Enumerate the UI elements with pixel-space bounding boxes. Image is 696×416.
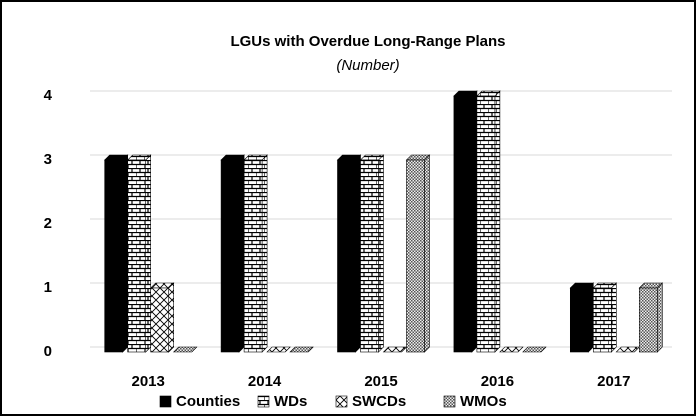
bar	[127, 159, 146, 353]
bar	[592, 287, 612, 353]
legend-swatch	[159, 395, 172, 408]
bar-side	[656, 282, 663, 353]
bar	[104, 159, 123, 353]
bar-top	[499, 346, 524, 353]
bar	[150, 287, 169, 353]
bar-side	[238, 154, 245, 353]
bar	[453, 95, 473, 353]
bar	[569, 287, 589, 353]
legend-label: WDs	[274, 393, 307, 410]
legend-label: SWCDs	[352, 393, 406, 410]
x-tick-label: 2013	[132, 373, 165, 390]
bar-top	[382, 346, 408, 353]
legend-swatch	[335, 395, 348, 408]
bar-side	[587, 282, 594, 353]
bar	[406, 159, 425, 353]
bar	[337, 159, 356, 353]
bar-top	[522, 346, 547, 353]
bar	[638, 287, 658, 353]
y-tick-label: 0	[44, 343, 52, 360]
x-tick-label: 2016	[481, 373, 514, 390]
bar-side	[145, 154, 151, 353]
y-tick-label: 2	[44, 215, 52, 232]
bar-side	[424, 154, 430, 353]
x-tick-label: 2017	[597, 373, 630, 390]
legend-label: WMOs	[460, 393, 507, 410]
bar-side	[261, 154, 268, 353]
bar	[476, 95, 496, 353]
bar	[220, 159, 240, 353]
x-tick-label: 2014	[248, 373, 282, 390]
chart-subtitle: (Number)	[336, 57, 399, 74]
bar	[360, 159, 379, 353]
bar-top	[289, 346, 314, 353]
chart-title: LGUs with Overdue Long-Range Plans	[230, 33, 505, 50]
legend-label: Counties	[176, 393, 240, 410]
bar-side	[122, 154, 128, 353]
bar-top	[172, 346, 198, 353]
bar-side	[494, 90, 501, 353]
y-tick-label: 3	[44, 151, 52, 168]
bar-side	[355, 154, 361, 353]
y-tick-label: 1	[44, 279, 52, 296]
y-tick-label: 4	[44, 87, 53, 104]
bar-top	[615, 346, 641, 353]
bar-top	[266, 346, 291, 353]
bar-side	[168, 282, 174, 353]
bar-side	[378, 154, 384, 353]
legend-swatch	[257, 395, 270, 408]
x-tick-label: 2015	[364, 373, 397, 390]
bar-side	[610, 282, 617, 353]
bar-side	[471, 90, 478, 353]
bar	[243, 159, 263, 353]
legend-swatch	[443, 395, 456, 408]
